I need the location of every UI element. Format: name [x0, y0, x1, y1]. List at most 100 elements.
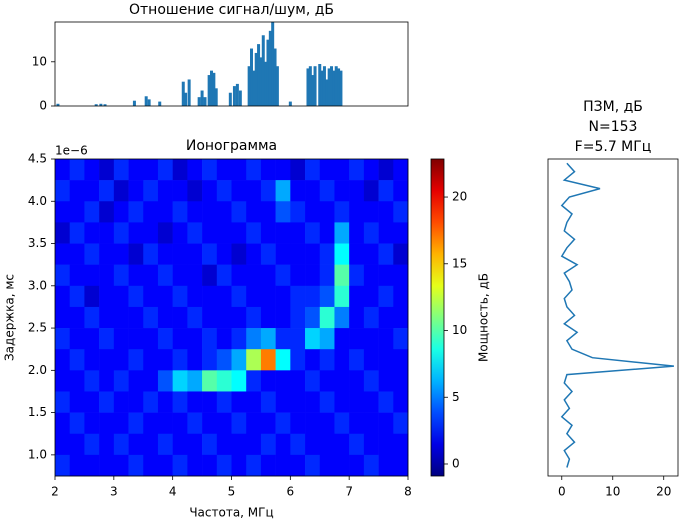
heatmap-cell	[349, 222, 365, 244]
heatmap-cell	[84, 349, 100, 371]
heatmap-cell	[55, 454, 71, 477]
bar	[235, 83, 239, 106]
heatmap-cell	[275, 264, 291, 287]
x-tick-label: 2	[51, 485, 59, 499]
heatmap-cell	[69, 180, 85, 202]
heatmap-cell	[99, 370, 115, 392]
heatmap-cell	[231, 454, 247, 477]
bar	[325, 79, 329, 106]
heatmap-cell	[246, 285, 262, 308]
heatmap-cell	[113, 180, 129, 202]
heatmap-cell	[275, 370, 291, 392]
heatmap-cell	[202, 391, 218, 413]
heatmap-cell	[349, 349, 365, 371]
heatmap-cell	[363, 306, 379, 329]
heatmap-cell	[143, 349, 159, 371]
heatmap-cell	[231, 264, 247, 287]
heatmap-cell	[69, 433, 85, 456]
heatmap-cell	[260, 349, 276, 371]
bar	[320, 70, 324, 106]
heatmap-cell	[55, 391, 71, 413]
heatmap-cell	[128, 391, 144, 413]
bar	[261, 35, 265, 107]
heatmap-cell	[275, 243, 291, 265]
heatmap-cell	[275, 180, 291, 202]
heatmap-cell	[378, 285, 394, 308]
heatmap-cell	[157, 201, 173, 223]
heatmap-cell	[319, 391, 335, 413]
heatmap-cell	[305, 180, 321, 202]
heatmap-cell	[55, 222, 71, 244]
bar	[337, 68, 341, 106]
heatmap-cell	[202, 264, 218, 287]
heatmap-cell	[172, 391, 188, 413]
heatmap-cell	[319, 454, 335, 477]
heatmap-cell	[393, 412, 409, 435]
heatmap-cell	[128, 180, 144, 202]
bar	[214, 88, 218, 106]
heatmap-cell	[260, 433, 276, 456]
heatmap-cell	[393, 201, 409, 223]
x-tick-label: 5	[228, 485, 236, 499]
heatmap-cell	[216, 264, 232, 287]
heatmap-cell	[113, 264, 129, 287]
y-offset: 1e−6	[55, 144, 88, 158]
heatmap-cell	[319, 264, 335, 287]
y-axis-label: Задержка, мс	[3, 274, 17, 361]
heatmap-cell	[216, 412, 232, 435]
heatmap-cell	[99, 433, 115, 456]
heatmap-cell	[260, 264, 276, 287]
heatmap-cell	[349, 328, 365, 350]
bar	[132, 100, 136, 106]
heatmap-cell	[55, 285, 71, 308]
x-axis-label: Частота, МГц	[189, 506, 273, 520]
y-tick-label: 1.0	[28, 447, 47, 461]
heatmap-cell	[290, 370, 306, 392]
heatmap-cell	[143, 264, 159, 287]
bar	[56, 103, 60, 106]
heatmap-cell	[69, 306, 85, 329]
heatmap-cell	[334, 222, 350, 244]
heatmap-cell	[393, 180, 409, 202]
heatmap-cell	[363, 454, 379, 477]
heatmap-cell	[260, 285, 276, 308]
x-tick-label: 20	[656, 485, 671, 499]
heatmap-cell	[157, 285, 173, 308]
heatmap-cell	[378, 180, 394, 202]
heatmap-cell	[128, 285, 144, 308]
x-tick-label: 0	[558, 485, 566, 499]
heatmap-cell	[84, 412, 100, 435]
heatmap-cell	[202, 412, 218, 435]
heatmap-cell	[305, 412, 321, 435]
heatmap-cell	[216, 222, 232, 244]
heatmap-cell	[305, 370, 321, 392]
bar	[311, 75, 315, 106]
heatmap-cell	[113, 454, 129, 477]
heatmap-cell	[305, 306, 321, 329]
heatmap-cell	[157, 180, 173, 202]
x-tick-label: 4	[169, 485, 177, 499]
heatmap-cell	[128, 433, 144, 456]
heatmap-cell	[246, 433, 262, 456]
heatmap-cell	[202, 454, 218, 477]
heatmap-cell	[231, 328, 247, 350]
bar	[257, 44, 261, 106]
heatmap-cell	[143, 454, 159, 477]
heatmap-cell	[246, 243, 262, 265]
heatmap-cell	[334, 412, 350, 435]
heatmap-cell	[393, 285, 409, 308]
heatmap-cell	[202, 180, 218, 202]
heatmap-cell	[113, 222, 129, 244]
bar	[273, 48, 277, 106]
heatmap-cell	[319, 201, 335, 223]
heatmap-cell	[187, 264, 203, 287]
heatmap-cell	[334, 243, 350, 265]
heatmap-cell	[55, 412, 71, 435]
heatmap-cell	[275, 159, 291, 181]
heatmap-cell	[319, 159, 335, 181]
heatmap-cell	[69, 454, 85, 477]
heatmap-cell	[393, 222, 409, 244]
heatmap-cell	[275, 349, 291, 371]
heatmap-cell	[275, 454, 291, 477]
bar	[238, 90, 242, 106]
